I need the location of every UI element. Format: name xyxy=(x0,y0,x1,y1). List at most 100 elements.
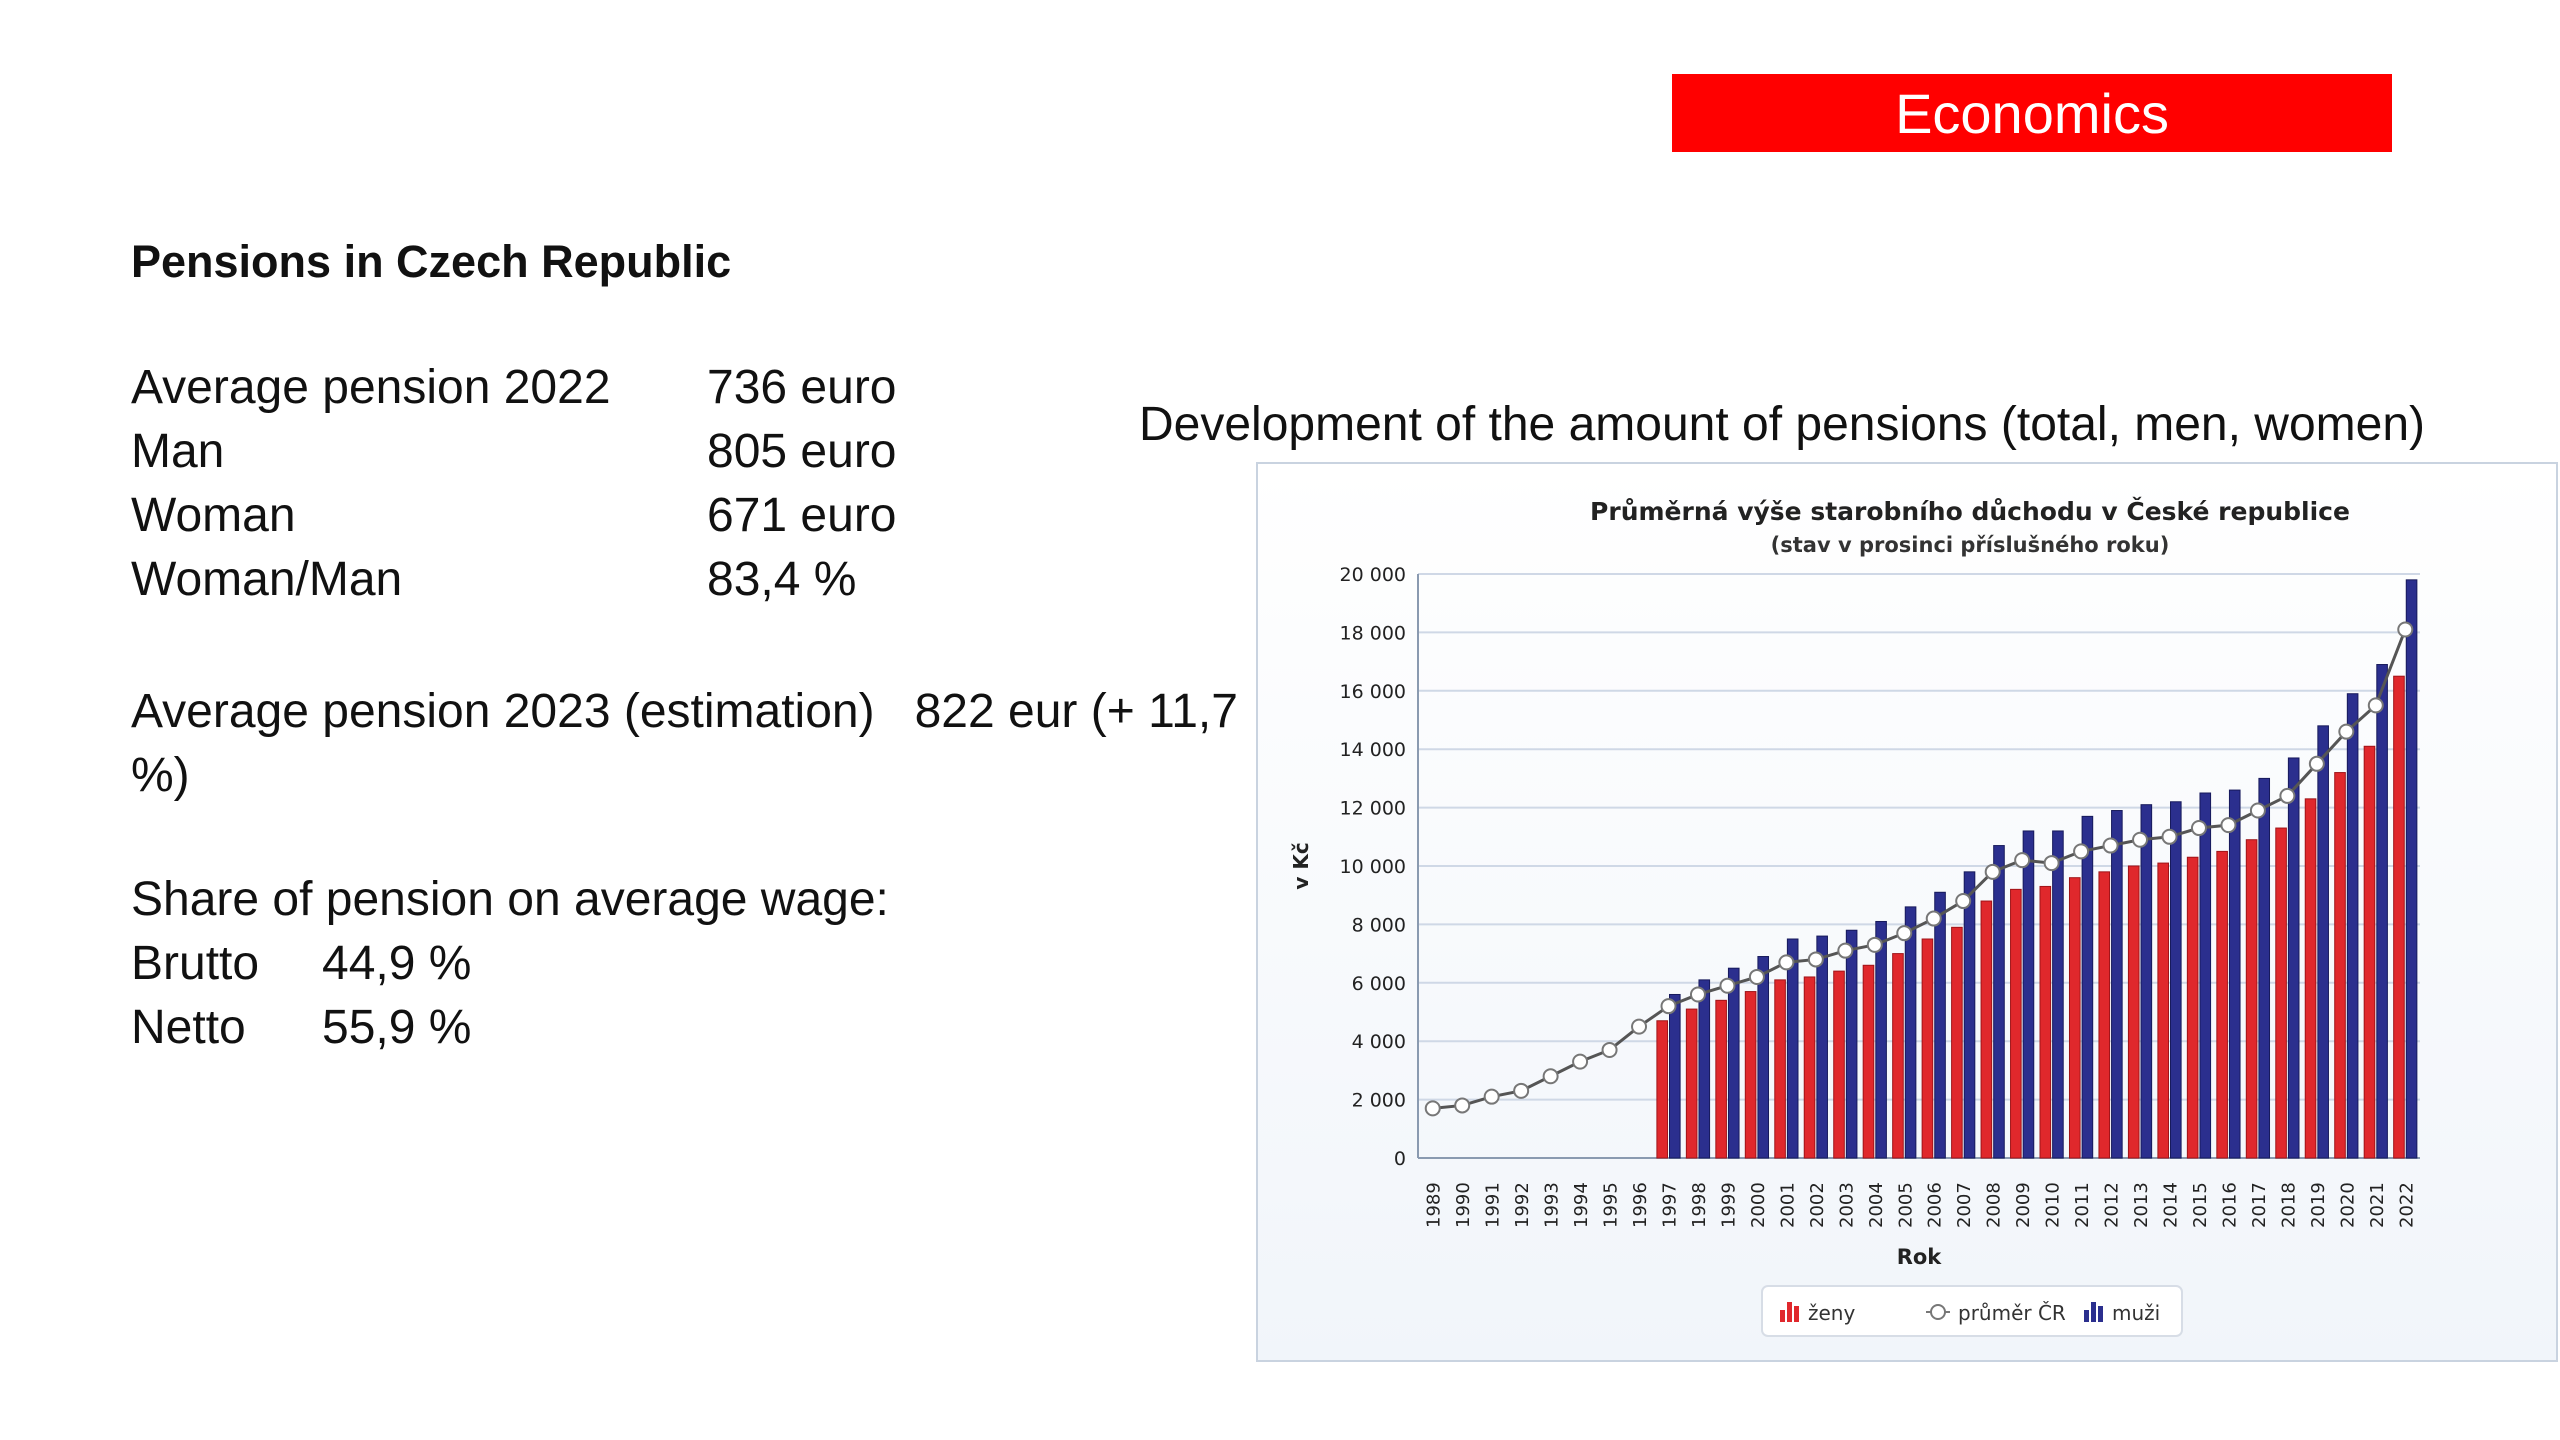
bar-men-2018 xyxy=(2287,757,2300,1159)
x-axis-label: Rok xyxy=(1897,1245,1943,1269)
share-heading: Share of pension on average wage: xyxy=(131,873,889,926)
y-tick-label: 6 000 xyxy=(1352,973,1406,995)
page-title: Pensions in Czech Republic xyxy=(131,236,732,287)
y-tick-label: 4 000 xyxy=(1352,1031,1406,1053)
average-point-2017 xyxy=(2249,802,2266,819)
x-tick-label: 1995 xyxy=(1601,1182,1622,1228)
average-point-2000 xyxy=(1748,968,1765,985)
x-tick-label: 2017 xyxy=(2249,1182,2270,1228)
bar-men-2007 xyxy=(1963,871,1976,1159)
bar-men-2012 xyxy=(2111,810,2123,1159)
legend-women-icon xyxy=(1794,1306,1799,1322)
legend-men-icon xyxy=(2084,1310,2089,1322)
x-tick-label: 2000 xyxy=(1748,1182,1769,1228)
share-row-brutto: Brutto 44,9 % xyxy=(131,936,471,991)
bar-men-2000 xyxy=(1757,956,1770,1159)
average-point-1996 xyxy=(1631,1018,1648,1035)
legend-label-women: ženy xyxy=(1808,1301,1855,1325)
bar-women-1999 xyxy=(1715,999,1727,1159)
x-tick-label: 2008 xyxy=(1984,1182,2005,1228)
average-point-2022 xyxy=(2397,621,2414,638)
y-tick-label: 14 000 xyxy=(1340,739,1406,761)
average-point-2005 xyxy=(1896,925,1913,942)
pension-chart: Průměrná výše starobního důchodu v České… xyxy=(1256,462,2558,1362)
x-tick-label: 2021 xyxy=(2367,1182,2388,1228)
x-tick-label: 2016 xyxy=(2219,1182,2240,1228)
bar-men-1998 xyxy=(1698,979,1711,1159)
bar-men-2010 xyxy=(2052,830,2064,1159)
average-point-2019 xyxy=(2308,755,2325,772)
bar-men-2008 xyxy=(1993,845,2005,1159)
average-point-2009 xyxy=(2014,852,2031,869)
x-tick-label: 2004 xyxy=(1866,1182,1887,1228)
chart-title: Průměrná výše starobního důchodu v České… xyxy=(1590,496,2350,526)
x-tick-label: 1996 xyxy=(1630,1182,1651,1228)
bar-women-2001 xyxy=(1774,979,1786,1159)
x-tick-label: 2013 xyxy=(2131,1182,2152,1228)
bar-women-2015 xyxy=(2186,856,2199,1159)
y-tick-label: 12 000 xyxy=(1340,798,1406,820)
bar-men-2020 xyxy=(2346,693,2359,1159)
bar-women-2017 xyxy=(2245,839,2258,1159)
average-point-1998 xyxy=(1689,986,1706,1003)
share-label: Brutto xyxy=(131,937,260,990)
y-tick-label: 0 xyxy=(1394,1148,1406,1170)
average-point-2008 xyxy=(1984,863,2001,880)
bar-women-2003 xyxy=(1833,970,1845,1159)
bar-women-2022 xyxy=(2393,675,2405,1159)
stat-row-man: Man 805 euro xyxy=(131,424,897,479)
bar-men-2011 xyxy=(2081,815,2094,1159)
bar-women-2012 xyxy=(2098,871,2111,1159)
bar-women-2000 xyxy=(1744,991,1757,1159)
bar-men-2019 xyxy=(2317,725,2329,1159)
average-point-2010 xyxy=(2043,855,2060,872)
bar-women-2010 xyxy=(2039,885,2052,1159)
bar-men-2009 xyxy=(2022,830,2035,1159)
average-point-1991 xyxy=(1483,1088,1500,1105)
stat-label: Woman xyxy=(131,489,296,542)
x-tick-label: 1998 xyxy=(1689,1182,1710,1228)
average-point-2006 xyxy=(1925,910,1942,927)
stat-label: Woman/Man xyxy=(131,553,403,606)
x-tick-label: 2015 xyxy=(2190,1182,2211,1228)
x-tick-label: 1997 xyxy=(1660,1182,1681,1228)
bar-women-1998 xyxy=(1685,1008,1698,1159)
average-point-2014 xyxy=(2161,828,2178,845)
x-tick-label: 2014 xyxy=(2161,1182,2182,1228)
average-point-1993 xyxy=(1542,1068,1559,1085)
bar-women-2009 xyxy=(2010,888,2022,1159)
x-tick-label: 2022 xyxy=(2396,1182,2417,1228)
bar-men-2015 xyxy=(2199,792,2212,1159)
bar-men-2021 xyxy=(2376,664,2388,1159)
bar-women-2014 xyxy=(2157,862,2169,1159)
x-tick-label: 2002 xyxy=(1807,1182,1828,1228)
x-tick-label: 1993 xyxy=(1542,1182,1563,1228)
share-value: 55,9 % xyxy=(322,1001,472,1054)
y-tick-label: 18 000 xyxy=(1340,622,1406,644)
average-point-2004 xyxy=(1866,936,1883,953)
bar-women-2016 xyxy=(2216,850,2228,1159)
average-point-1999 xyxy=(1719,977,1736,994)
bar-men-2003 xyxy=(1845,929,1858,1159)
stat-value: 671 euro xyxy=(707,489,897,542)
legend-women-icon xyxy=(1787,1302,1792,1322)
bar-women-2005 xyxy=(1892,953,1904,1159)
x-tick-label: 2012 xyxy=(2102,1182,2123,1228)
stat-label: Average pension 2022 xyxy=(131,361,611,414)
x-tick-label: 2001 xyxy=(1777,1182,1798,1228)
stat-value: 736 euro xyxy=(707,361,897,414)
share-row-netto: Netto 55,9 % xyxy=(131,1000,471,1055)
bar-women-2021 xyxy=(2363,745,2376,1159)
x-tick-label: 1994 xyxy=(1571,1182,1592,1228)
bar-men-2006 xyxy=(1934,891,1946,1159)
share-label: Netto xyxy=(131,1001,246,1054)
share-value: 44,9 % xyxy=(322,937,472,990)
y-tick-label: 10 000 xyxy=(1340,856,1406,878)
x-tick-label: 2003 xyxy=(1836,1182,1857,1228)
bar-women-2008 xyxy=(1980,900,1993,1159)
bar-women-2020 xyxy=(2334,772,2346,1159)
x-tick-label: 2010 xyxy=(2043,1182,2064,1228)
average-point-1989 xyxy=(1424,1100,1441,1117)
estimation-line-continued: %) xyxy=(131,749,190,802)
average-point-1997 xyxy=(1660,998,1677,1015)
